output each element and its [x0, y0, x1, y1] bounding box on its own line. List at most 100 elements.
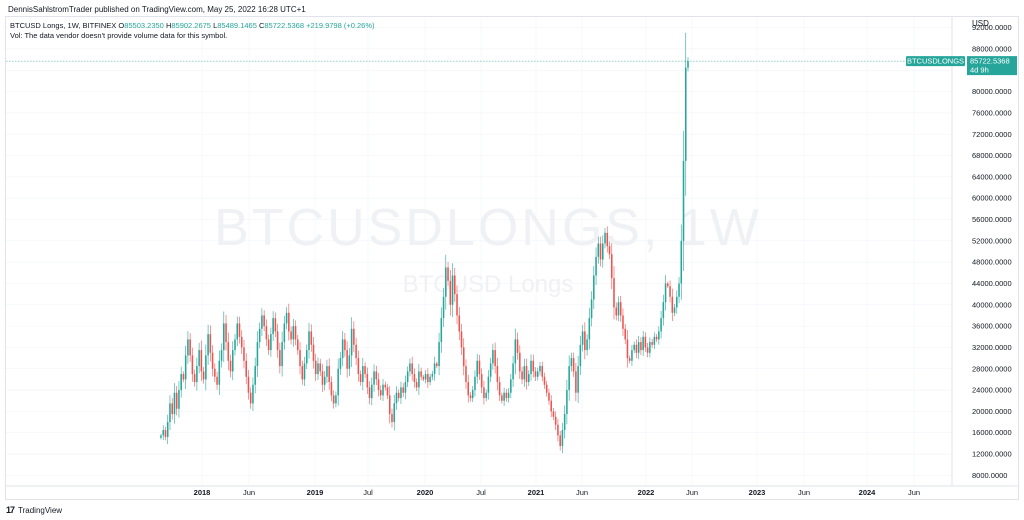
candle[interactable]	[599, 236, 602, 267]
candle[interactable]	[184, 345, 187, 389]
candle[interactable]	[492, 343, 494, 370]
candle[interactable]	[321, 364, 324, 392]
candle[interactable]	[368, 381, 371, 405]
candle[interactable]	[406, 366, 409, 388]
candle[interactable]	[503, 387, 505, 406]
candle[interactable]	[238, 316, 241, 344]
candle[interactable]	[658, 326, 660, 345]
candle[interactable]	[469, 391, 472, 402]
candle[interactable]	[346, 341, 348, 378]
candle[interactable]	[436, 361, 438, 369]
candle[interactable]	[193, 369, 196, 387]
candle[interactable]	[231, 341, 234, 381]
candle[interactable]	[604, 228, 606, 249]
candle[interactable]	[541, 361, 544, 382]
candle[interactable]	[420, 367, 422, 381]
candle[interactable]	[254, 357, 256, 394]
candle[interactable]	[261, 308, 263, 336]
candle[interactable]	[445, 254, 447, 310]
candle[interactable]	[418, 363, 420, 395]
candle[interactable]	[684, 32, 687, 196]
candle[interactable]	[299, 341, 301, 375]
candle[interactable]	[628, 355, 631, 364]
candle[interactable]	[595, 247, 597, 285]
candle[interactable]	[339, 351, 342, 375]
candle[interactable]	[534, 367, 537, 382]
candle[interactable]	[234, 334, 236, 356]
candle[interactable]	[485, 389, 487, 402]
candle[interactable]	[411, 356, 413, 381]
candle[interactable]	[335, 391, 337, 408]
candle[interactable]	[200, 340, 203, 382]
candle[interactable]	[635, 339, 638, 359]
candle[interactable]	[317, 357, 319, 380]
candle[interactable]	[247, 369, 250, 400]
candle[interactable]	[624, 324, 626, 345]
candle[interactable]	[223, 311, 225, 363]
candle[interactable]	[660, 311, 662, 339]
candle[interactable]	[449, 270, 452, 316]
candle[interactable]	[566, 379, 568, 425]
candle[interactable]	[631, 345, 633, 366]
candle[interactable]	[166, 414, 169, 445]
candle[interactable]	[581, 324, 584, 352]
candle[interactable]	[671, 288, 674, 321]
time-axis[interactable]: 2018 Jun 2019 Jul 2020 Jul 2021 Jun 2022 Jun 2023 J…	[194, 488, 920, 497]
candle[interactable]	[207, 324, 209, 365]
candle[interactable]	[577, 355, 579, 404]
candle[interactable]	[586, 334, 588, 356]
candle[interactable]	[240, 330, 243, 355]
candle[interactable]	[496, 357, 499, 391]
candle[interactable]	[467, 374, 470, 403]
candle[interactable]	[554, 411, 557, 431]
candle[interactable]	[330, 376, 333, 402]
candle[interactable]	[402, 383, 404, 397]
candle[interactable]	[175, 386, 178, 416]
candle[interactable]	[397, 389, 400, 402]
candle[interactable]	[530, 354, 532, 381]
candle[interactable]	[579, 335, 582, 375]
candle[interactable]	[209, 325, 212, 362]
candle[interactable]	[593, 266, 595, 309]
candle[interactable]	[198, 342, 200, 374]
candle[interactable]	[272, 311, 274, 342]
candle[interactable]	[619, 295, 622, 322]
candle[interactable]	[265, 319, 268, 346]
candle[interactable]	[214, 363, 216, 383]
candle[interactable]	[285, 307, 288, 330]
candle[interactable]	[312, 337, 315, 369]
candle[interactable]	[178, 381, 180, 418]
candle[interactable]	[545, 380, 548, 397]
candle[interactable]	[606, 226, 609, 253]
candle[interactable]	[525, 358, 528, 390]
candle[interactable]	[494, 342, 496, 374]
candle[interactable]	[388, 386, 391, 424]
candle[interactable]	[559, 430, 561, 451]
candle[interactable]	[462, 338, 465, 376]
candle[interactable]	[382, 379, 384, 402]
candle[interactable]	[536, 367, 539, 381]
candle[interactable]	[171, 397, 173, 420]
candle[interactable]	[276, 323, 279, 358]
candle[interactable]	[422, 374, 425, 382]
candle[interactable]	[393, 395, 396, 431]
candle[interactable]	[164, 426, 167, 441]
candle[interactable]	[220, 343, 223, 368]
candle[interactable]	[191, 347, 194, 382]
candle[interactable]	[447, 261, 449, 287]
candle[interactable]	[310, 324, 313, 352]
candle[interactable]	[669, 280, 671, 303]
candle[interactable]	[279, 342, 281, 374]
candle[interactable]	[646, 342, 649, 358]
candle[interactable]	[355, 337, 357, 365]
candle[interactable]	[687, 57, 689, 72]
candle[interactable]	[218, 350, 221, 396]
candle[interactable]	[505, 388, 508, 402]
candle[interactable]	[409, 358, 411, 377]
candle[interactable]	[570, 352, 573, 372]
candle[interactable]	[563, 405, 566, 439]
candle[interactable]	[438, 332, 440, 376]
candle[interactable]	[323, 371, 326, 391]
candle[interactable]	[196, 357, 198, 391]
candle[interactable]	[227, 332, 230, 371]
